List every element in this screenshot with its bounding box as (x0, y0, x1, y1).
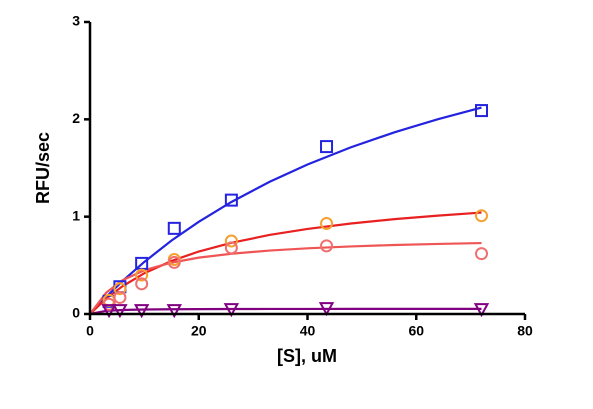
point (135, 277, 149, 291)
point (320, 239, 334, 253)
point (166, 304, 182, 319)
point (318, 302, 335, 317)
x-tick-label: 60 (408, 323, 424, 339)
point (224, 193, 238, 207)
fit-curve (89, 211, 482, 315)
point (320, 216, 334, 230)
point (224, 234, 238, 248)
x-tick-label: 0 (86, 323, 94, 339)
point (101, 304, 117, 319)
y-tick-label: 2 (72, 110, 80, 126)
point (475, 104, 488, 118)
point (113, 282, 127, 296)
fit-curve (89, 241, 482, 315)
point (112, 304, 128, 319)
point (224, 241, 238, 255)
y-axis-title: RFU/sec (33, 132, 53, 204)
point (320, 140, 334, 154)
x-axis-title: [S], uM (277, 346, 337, 366)
point (135, 268, 149, 282)
x-tick-label: 40 (300, 323, 316, 339)
point (113, 290, 127, 304)
point (223, 303, 240, 318)
fit-curve (89, 106, 482, 315)
point (167, 255, 181, 269)
point (167, 221, 181, 235)
x-tick-label: 20 (191, 323, 207, 339)
point (475, 209, 488, 223)
y-tick-label: 1 (72, 207, 80, 223)
y-tick-label: 3 (72, 13, 80, 29)
point (133, 304, 150, 319)
point (473, 303, 490, 318)
x-tick-label: 80 (517, 323, 533, 339)
point (475, 247, 488, 261)
y-tick-label: 0 (72, 305, 80, 321)
